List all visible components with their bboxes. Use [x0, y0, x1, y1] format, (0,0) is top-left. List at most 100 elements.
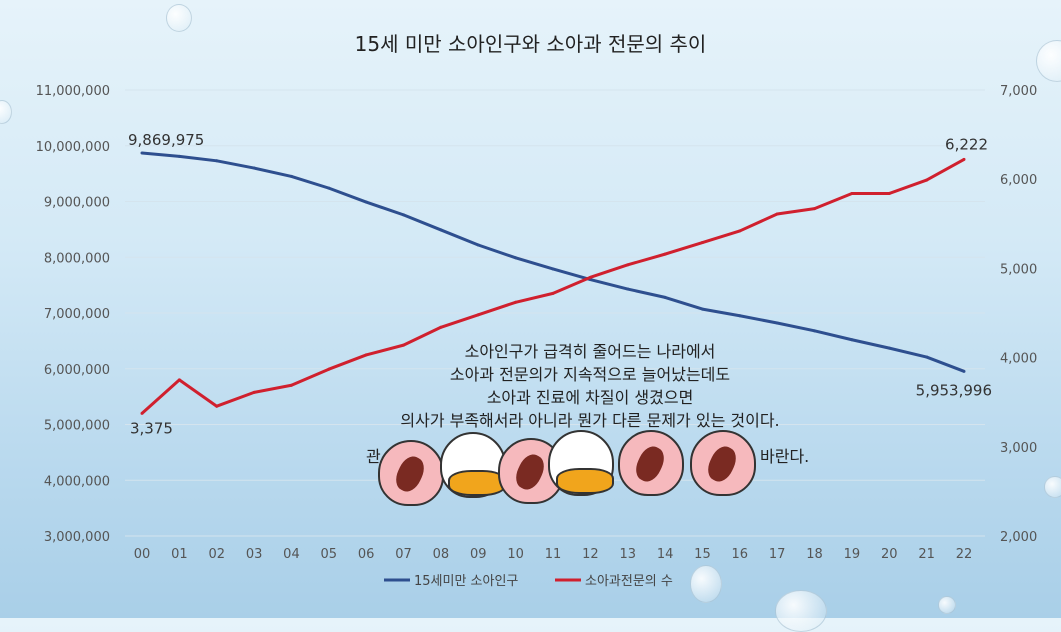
data-point: [252, 166, 256, 170]
x-tick-label: 13: [619, 547, 636, 562]
data-point: [215, 404, 219, 408]
data-point: [663, 252, 667, 256]
data-label: 3,375: [130, 419, 173, 437]
water-drop: [166, 4, 192, 32]
data-point: [775, 321, 779, 325]
x-tick-label: 20: [881, 547, 898, 562]
data-point: [252, 390, 256, 394]
annotation-fragment: 관: [366, 447, 381, 466]
x-tick-label: 12: [582, 547, 599, 562]
x-tick-label: 11: [545, 547, 562, 562]
water-drop: [938, 596, 956, 614]
data-point: [925, 178, 929, 182]
data-point: [925, 355, 929, 359]
data-point: [813, 329, 817, 333]
data-point: [364, 353, 368, 357]
x-tick-label: 00: [134, 547, 151, 562]
y-right-tick-label: 7,000: [1000, 84, 1037, 99]
data-label: 5,953,996: [916, 381, 992, 399]
data-label: 6,222: [945, 135, 988, 153]
data-point: [962, 369, 966, 373]
y-left-tick-label: 8,000,000: [44, 251, 110, 266]
y-left-tick-label: 7,000,000: [44, 307, 110, 322]
data-point: [327, 367, 331, 371]
crying-peach-sticker: [690, 430, 756, 496]
data-point: [289, 174, 293, 178]
x-tick-label: 22: [956, 547, 973, 562]
y-right-tick-label: 4,000: [1000, 352, 1037, 367]
data-point: [850, 338, 854, 342]
x-tick-label: 17: [769, 547, 786, 562]
y-left-tick-label: 11,000,000: [36, 84, 110, 99]
x-tick-label: 06: [358, 547, 375, 562]
data-point: [177, 154, 181, 158]
x-tick-label: 02: [208, 547, 225, 562]
data-point: [402, 343, 406, 347]
data-label: 9,869,975: [128, 131, 204, 149]
data-point: [476, 243, 480, 247]
crying-peach-sticker: [618, 430, 684, 496]
y-left-tick-label: 3,000,000: [44, 530, 110, 545]
data-point: [813, 207, 817, 211]
data-point: [887, 191, 891, 195]
series-line-1: [141, 151, 965, 373]
data-point: [551, 291, 555, 295]
crying-duck-sticker: [548, 430, 614, 496]
data-point: [514, 256, 518, 260]
y-left-tick-label: 5,000,000: [44, 419, 110, 434]
y-right-tick-label: 6,000: [1000, 173, 1037, 188]
line-chart: 3,000,000 4,000,000 5,000,000 6,000,000 7,00…: [36, 84, 1038, 589]
data-point: [476, 313, 480, 317]
x-tick-label: 05: [321, 547, 338, 562]
y-left-tick-label: 10,000,000: [36, 140, 110, 155]
x-tick-label: 07: [395, 547, 412, 562]
data-point: [700, 307, 704, 311]
data-point: [775, 212, 779, 216]
data-point: [439, 325, 443, 329]
x-tick-label: 18: [806, 547, 823, 562]
y-right-tick-label: 3,000: [1000, 441, 1037, 456]
x-tick-label: 08: [433, 547, 450, 562]
y-left-tick-label: 9,000,000: [44, 196, 110, 211]
data-point: [626, 263, 630, 267]
x-tick-label: 10: [507, 547, 524, 562]
data-point: [289, 383, 293, 387]
data-point: [327, 186, 331, 190]
data-point: [439, 228, 443, 232]
y-left-tick-label: 6,000,000: [44, 363, 110, 378]
data-point: [663, 295, 667, 299]
y-right-tick-label: 2,000: [1000, 530, 1037, 545]
data-point: [177, 378, 181, 382]
data-point: [626, 287, 630, 291]
annotation-text: 소아인구가 급격히 줄어드는 나라에서 소아과 전문의가 지속적으로 늘어났는데…: [340, 340, 840, 466]
annotation-line: 소아과 전문의가 지속적으로 늘어났는데도: [449, 365, 731, 384]
data-point: [700, 241, 704, 245]
x-tick-label: 09: [470, 547, 487, 562]
water-drop: [690, 565, 722, 603]
data-point: [140, 151, 144, 155]
legend-label: 소아과전문의 수: [585, 574, 673, 589]
data-point: [551, 267, 555, 271]
data-point: [738, 314, 742, 318]
annotation-line: 소아인구가 급격히 줄어드는 나라에서: [464, 342, 716, 361]
x-tick-label: 03: [246, 547, 263, 562]
data-point: [364, 200, 368, 204]
y-left-tick-label: 4,000,000: [44, 474, 110, 489]
x-tick-label: 16: [732, 547, 749, 562]
data-point: [215, 159, 219, 163]
data-point: [887, 346, 891, 350]
crying-peach-sticker: [378, 440, 444, 506]
x-tick-label: 15: [694, 547, 711, 562]
annotation-line: 소아과 진료에 차질이 생겼으면: [486, 388, 694, 407]
annotation-fragment: 바란다.: [760, 447, 810, 466]
data-point: [588, 275, 592, 279]
x-tick-label: 14: [657, 547, 674, 562]
data-point: [738, 229, 742, 233]
y-right-tick-label: 5,000: [1000, 262, 1037, 277]
x-tick-label: 19: [844, 547, 861, 562]
x-tick-label: 04: [283, 547, 300, 562]
annotation-line: 의사가 부족해서라 아니라 뭔가 다른 문제가 있는 것이다.: [400, 411, 780, 430]
x-tick-label: 21: [918, 547, 935, 562]
water-drop: [1044, 476, 1061, 498]
crying-duck-sticker: [440, 432, 506, 498]
